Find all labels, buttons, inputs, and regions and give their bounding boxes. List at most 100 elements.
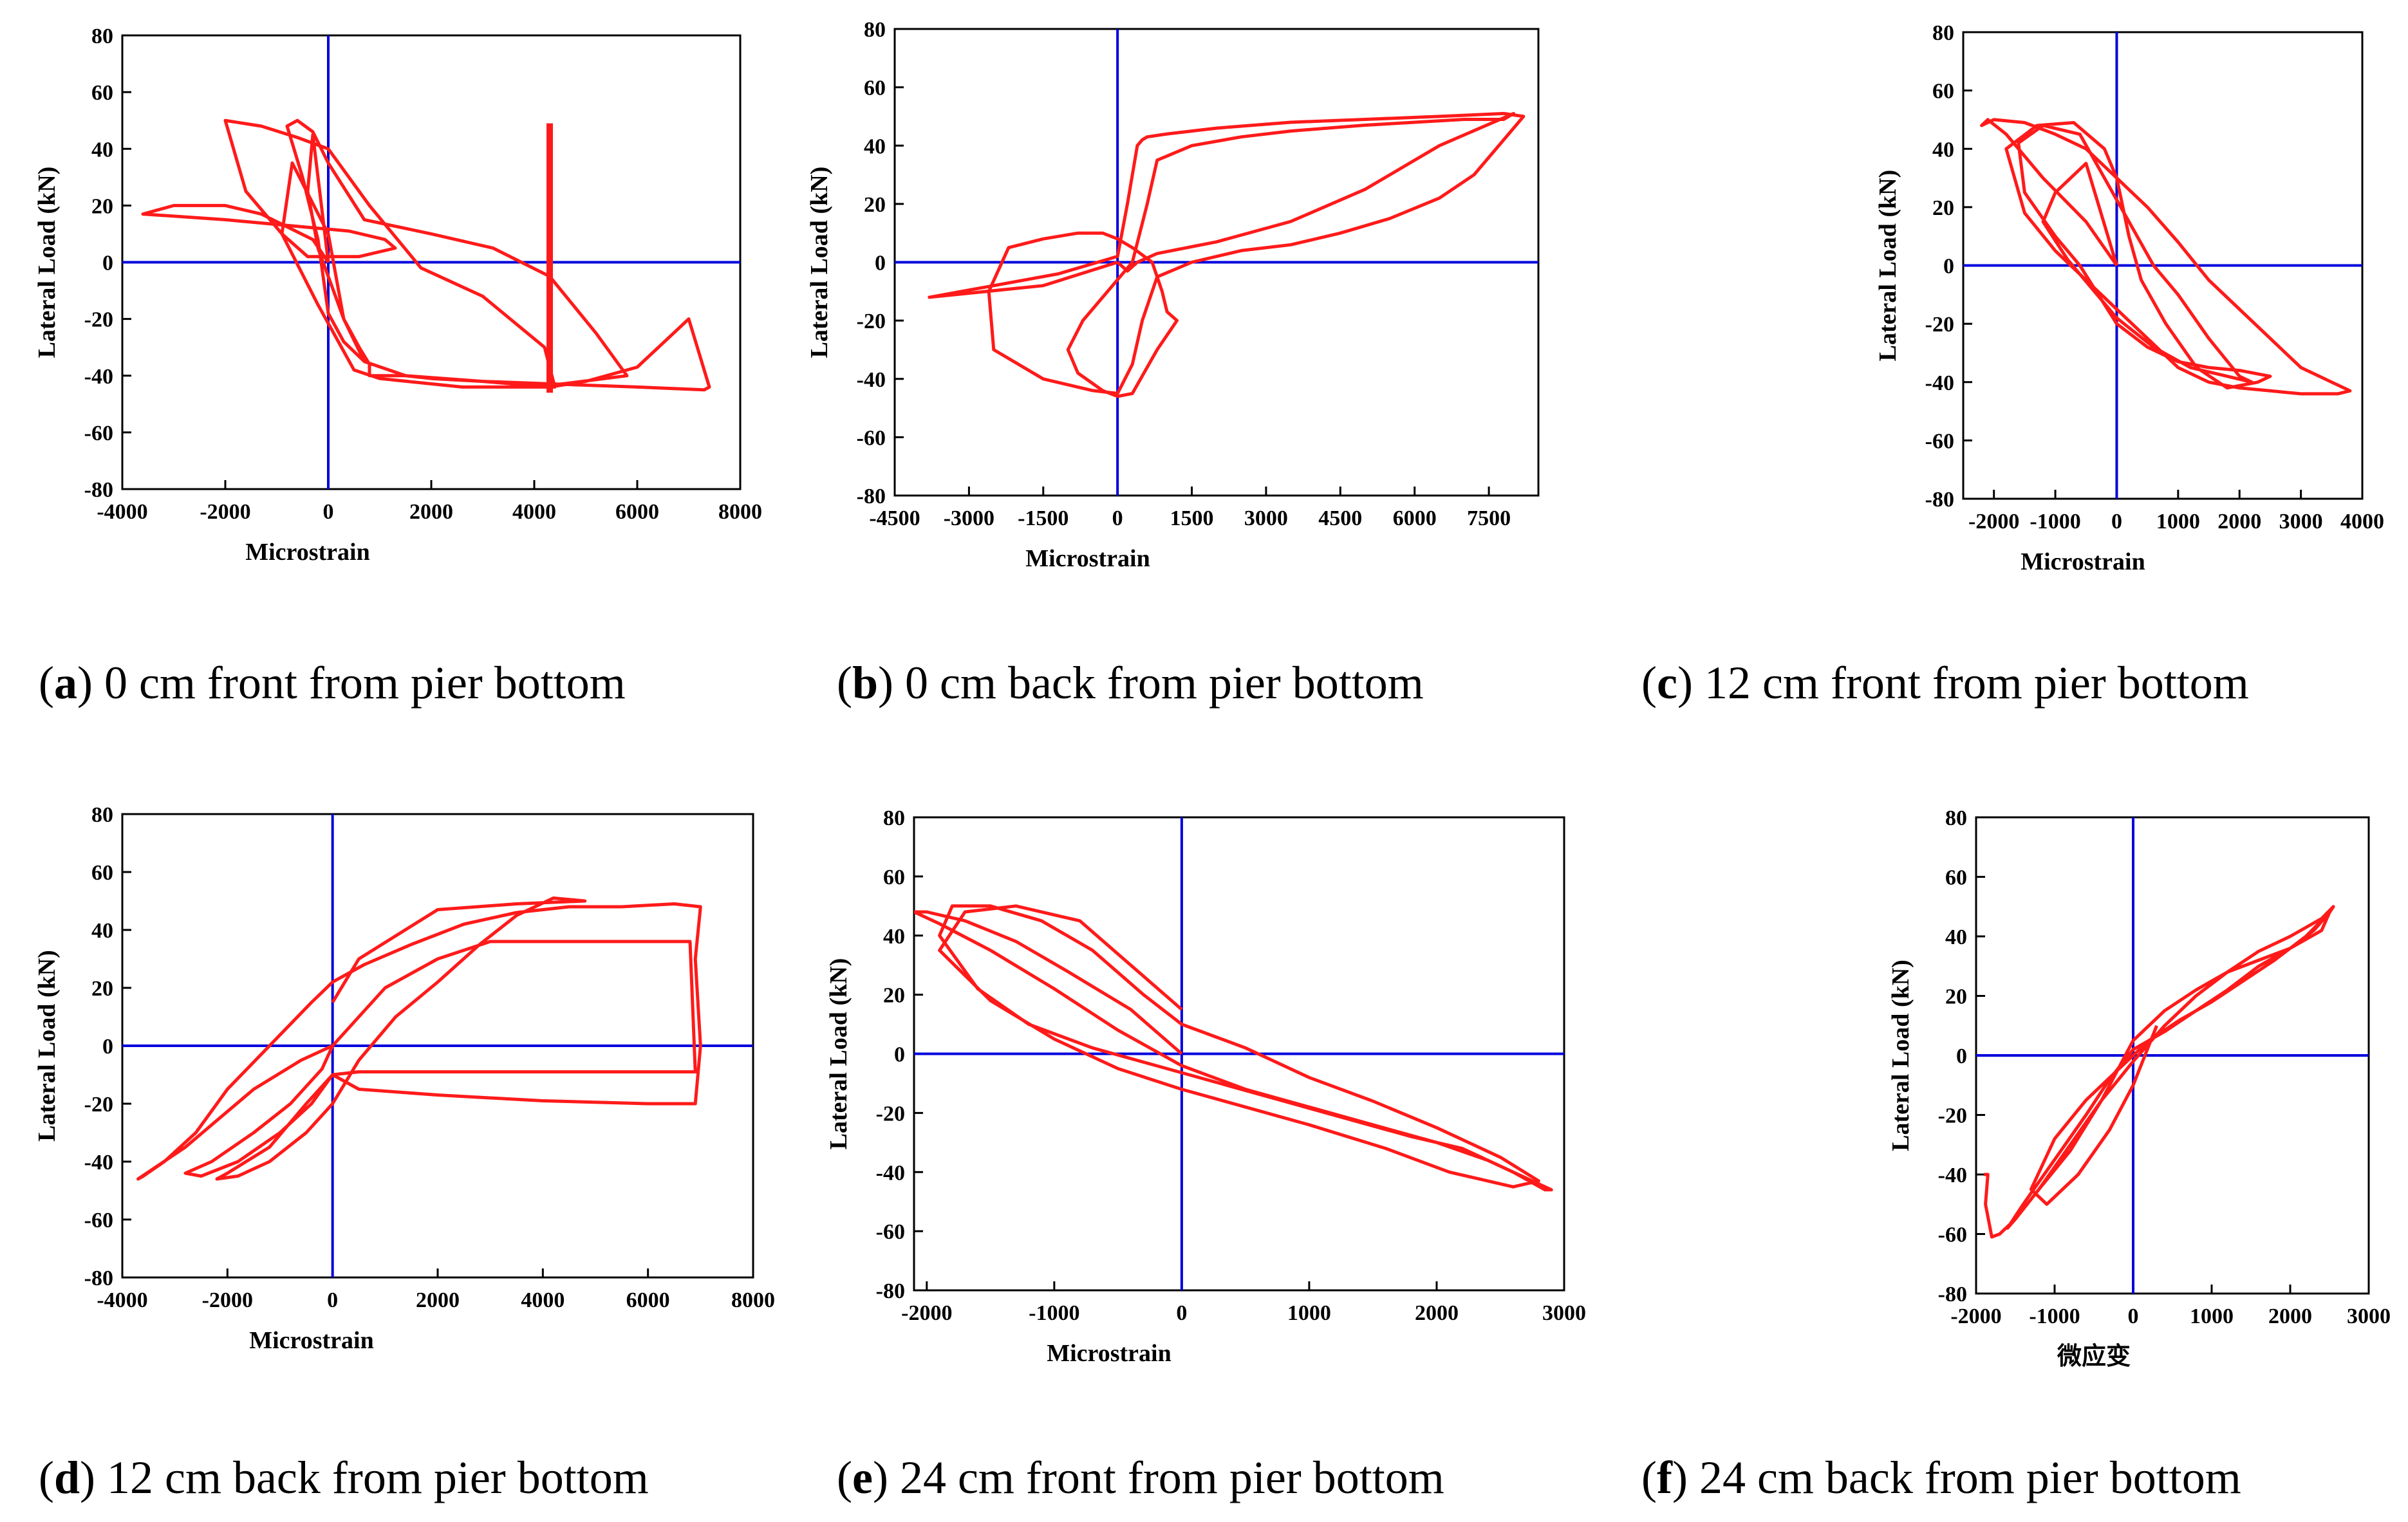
caption-letter: e: [852, 1452, 873, 1503]
caption-paren: (: [39, 657, 54, 709]
y-tick-label: -60: [876, 1220, 905, 1244]
x-tick-label: 2000: [2268, 1304, 2312, 1328]
y-tick-label: -40: [1938, 1164, 1967, 1187]
y-tick-label: -80: [857, 485, 886, 508]
x-tick-label: 4000: [2340, 510, 2384, 534]
y-tick-label: -40: [857, 368, 886, 392]
caption-paren: ): [878, 657, 905, 709]
y-tick-label: -60: [1925, 429, 1954, 453]
x-tick-label: 3000: [2279, 510, 2323, 534]
x-tick-label: 1000: [2190, 1304, 2234, 1328]
x-tick-label: 0: [323, 500, 334, 524]
y-tick-label: -60: [84, 1209, 113, 1232]
y-axis-title: Lateral Load (kN): [1887, 960, 1914, 1151]
y-tick-label: 20: [864, 193, 886, 217]
caption-text: 0 cm front from pier bottom: [104, 657, 626, 709]
x-tick-label: 3000: [2347, 1304, 2391, 1328]
x-tick-label: -2000: [202, 1288, 253, 1312]
caption-letter: a: [54, 657, 77, 709]
y-tick-label: -80: [1938, 1283, 1967, 1306]
caption-letter: f: [1657, 1452, 1673, 1503]
x-tick-label: 6000: [615, 500, 659, 524]
y-tick-label: -20: [1938, 1104, 1967, 1128]
y-tick-label: -20: [84, 1093, 113, 1117]
y-tick-label: 0: [1956, 1044, 1967, 1068]
panel-caption: (b) 0 cm back from pier bottom: [837, 657, 1424, 709]
panel-b: 80 60 40 20 0 -20 -40 -60 -80-4500 -3000 -1500 0 150…: [806, 18, 1540, 709]
y-tick-label: 20: [883, 984, 905, 1008]
x-tick-label: 1500: [1170, 506, 1214, 530]
x-tick-label: 8000: [731, 1288, 775, 1312]
y-tick-label: 80: [1945, 806, 1967, 830]
y-tick-label: -20: [1925, 313, 1954, 337]
panel-d: 80 60 40 20 0 -20 -40 -60 -80-4000 -2000 0 2000 4000…: [33, 803, 775, 1503]
panel-caption: (e) 24 cm front from pier bottom: [837, 1452, 1444, 1503]
x-tick-label: -2000: [1968, 510, 2019, 534]
y-axis-title: Lateral Load (kN): [1874, 170, 1901, 362]
caption-paren: ): [1672, 1452, 1699, 1503]
y-tick-label: -80: [84, 1267, 113, 1290]
y-tick-label: 60: [1932, 80, 1954, 104]
y-tick-label: 20: [1932, 196, 1954, 220]
x-tick-label: -1000: [1029, 1301, 1079, 1325]
y-tick-label: 40: [1945, 925, 1967, 949]
y-axis-title: Lateral Load (kN): [33, 167, 61, 358]
x-axis-title: Microstrain: [1025, 545, 1150, 572]
y-tick-label: -20: [857, 310, 886, 333]
caption-text: 12 cm front from pier bottom: [1704, 657, 2249, 709]
panel-c: 80 60 40 20 0 -20 -40 -60 -80 -2000 -1000 0 1000 2000…: [1641, 21, 2384, 709]
y-tick-label: 80: [91, 24, 113, 48]
panel-caption: (f) 24 cm back from pier bottom: [1641, 1452, 2241, 1503]
y-tick-label: 20: [91, 194, 113, 218]
x-axis-title: Microstrain: [1047, 1340, 1171, 1367]
x-tick-label: 1000: [1287, 1301, 1331, 1325]
x-axis-title: Microstrain: [249, 1327, 373, 1354]
y-tick-label: 0: [102, 1035, 113, 1059]
caption-letter: d: [54, 1452, 80, 1503]
caption-paren: ): [77, 657, 104, 709]
x-tick-label: 2000: [1415, 1301, 1459, 1325]
y-tick-label: 0: [1943, 255, 1954, 279]
y-tick-label: 40: [864, 135, 886, 158]
y-tick-label: 40: [1932, 138, 1954, 162]
x-tick-label: 4000: [521, 1288, 565, 1312]
x-tick-label: -2000: [901, 1301, 952, 1325]
caption-paren: (: [1641, 1452, 1657, 1503]
x-axis-title: Microstrain: [2021, 548, 2145, 575]
series-line-hysteresis: [136, 896, 702, 1181]
caption-letter: b: [852, 657, 878, 709]
y-tick-label: 60: [864, 77, 886, 100]
x-tick-label: 2000: [2217, 510, 2261, 534]
x-tick-label: 4000: [512, 500, 556, 524]
x-tick-label: 3000: [1542, 1301, 1586, 1325]
y-tick-label: 60: [91, 861, 113, 885]
y-tick-label: -60: [857, 426, 886, 450]
y-tick-label: 20: [1945, 985, 1967, 1009]
y-tick-label: -20: [84, 308, 113, 332]
y-axis-title: Lateral Load (kN): [806, 167, 833, 358]
y-tick-label: 80: [883, 806, 905, 830]
caption-text: 0 cm back from pier bottom: [905, 657, 1424, 709]
x-tick-label: 0: [1112, 506, 1123, 530]
panel-f: 80 60 40 20 0 -20 -40 -60 -80-2000 -1000 0 1000 2000…: [1641, 806, 2391, 1503]
x-tick-label: -1000: [2030, 510, 2080, 534]
y-tick-label: -60: [1938, 1223, 1967, 1247]
y-tick-label: -40: [84, 1151, 113, 1174]
x-tick-label: 4500: [1318, 506, 1362, 530]
series-line-hysteresis: [1984, 905, 2335, 1239]
y-tick-label: -20: [876, 1102, 905, 1126]
y-tick-label: -80: [876, 1279, 905, 1303]
caption-letter: c: [1657, 657, 1677, 709]
x-tick-label: -1000: [2029, 1304, 2080, 1328]
y-tick-label: 40: [91, 919, 113, 943]
caption-paren: (: [1641, 657, 1657, 709]
x-tick-label: 2000: [409, 500, 453, 524]
x-tick-label: -2000: [1950, 1304, 2001, 1328]
y-tick-label: 60: [883, 866, 905, 889]
x-tick-label: 0: [2128, 1304, 2139, 1328]
y-tick-label: -80: [1925, 488, 1954, 512]
y-tick-label: 60: [1945, 866, 1967, 890]
panel-caption: (a) 0 cm front from pier bottom: [39, 657, 626, 709]
y-tick-label: 0: [875, 252, 886, 275]
series-line-hysteresis: [1980, 118, 2352, 396]
